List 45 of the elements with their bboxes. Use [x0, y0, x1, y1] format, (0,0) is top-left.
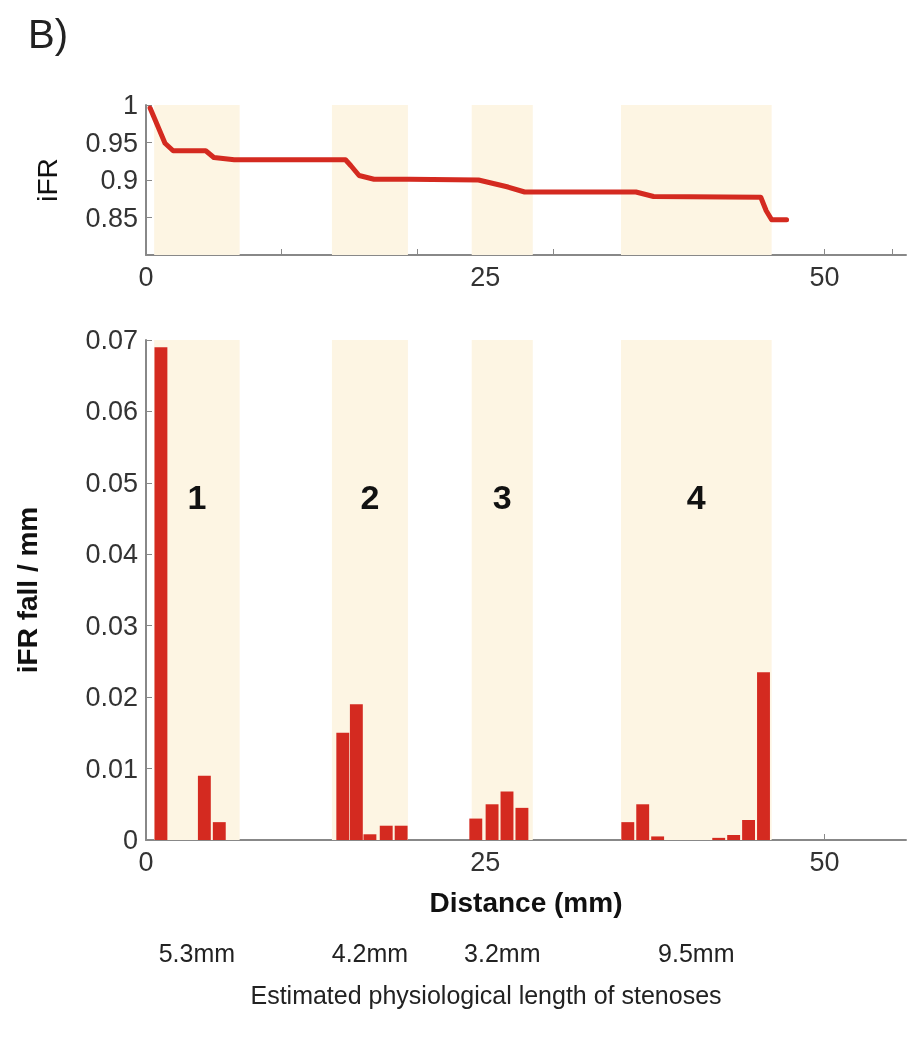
y-tick-label: 0.04: [85, 539, 138, 570]
text: 9.5mm: [658, 938, 735, 967]
bar: [515, 807, 529, 840]
text: 5.3mm: [158, 938, 236, 967]
y-tick-label: 0.01: [85, 753, 138, 784]
bar: [742, 820, 756, 840]
y-tick-label: 0.9: [100, 165, 138, 195]
x-tick-label: 50: [809, 261, 840, 292]
bar: [485, 804, 499, 840]
x-axis-title: Distance (mm): [429, 886, 623, 918]
chart-title: B): [28, 12, 68, 56]
x-tick-label: 25: [470, 846, 501, 877]
text: 4.2mm: [331, 938, 409, 967]
x-tick-label: 50: [809, 846, 840, 877]
band-label: 4: [686, 478, 706, 516]
y-tick-label: 1: [122, 90, 138, 120]
bar: [712, 837, 726, 840]
bar: [621, 822, 635, 840]
y-axis-title: iFR fall / mm: [11, 506, 43, 674]
y-axis-title: iFR: [31, 158, 63, 202]
band-label: 2: [360, 478, 380, 516]
y-tick-label: 0.05: [85, 467, 138, 498]
bar: [500, 791, 514, 840]
x-tick-label: 25: [470, 261, 501, 292]
bar: [651, 836, 665, 840]
text: 3.2mm: [464, 938, 541, 967]
bar: [394, 825, 408, 840]
bar: [379, 825, 393, 840]
y-tick-label: 0: [122, 825, 138, 855]
bar: [154, 347, 168, 840]
bar: [469, 818, 483, 840]
y-tick-label: 0.03: [85, 610, 138, 641]
bar: [197, 775, 211, 840]
y-tick-label: 0.85: [85, 202, 138, 233]
bar: [757, 672, 770, 840]
bar: [636, 804, 650, 840]
y-tick-label: 0.06: [85, 396, 138, 427]
y-tick-label: 0.07: [85, 325, 138, 355]
band-label: 1: [187, 478, 207, 516]
bar: [727, 835, 741, 840]
y-tick-label: 0.95: [85, 127, 138, 158]
y-tick-label: 0.02: [85, 682, 138, 713]
text: Estimated physiological length of stenoses: [250, 980, 722, 1009]
band-label: 3: [492, 478, 512, 516]
bar: [212, 822, 226, 840]
